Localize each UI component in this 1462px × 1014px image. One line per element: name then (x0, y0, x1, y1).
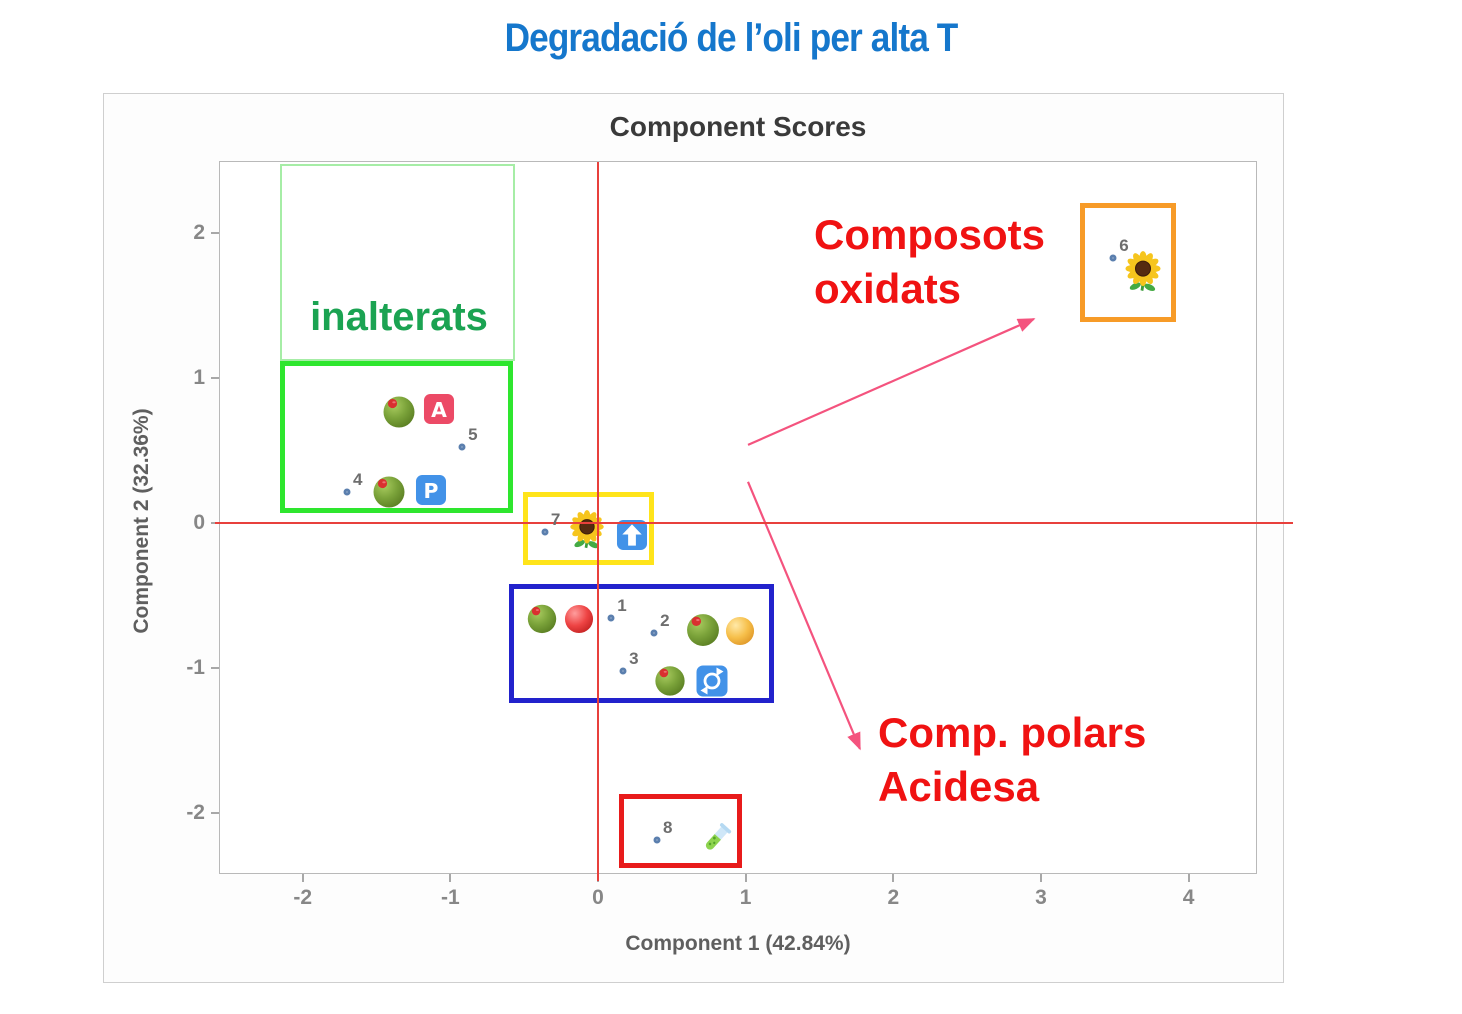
y-axis-tick (211, 811, 219, 814)
data-point-label-6: 6 (1119, 235, 1129, 255)
y-axis-tick (211, 232, 219, 234)
x-axis-tick (1187, 874, 1190, 882)
group-box-inalterats-group (280, 360, 514, 513)
yellow-ball-icon (724, 615, 755, 646)
annotation-comp-polars-acidesa: Comp. polars Acidesa (878, 706, 1146, 814)
x-axis-tick-label: -1 (440, 886, 460, 909)
data-point-3 (619, 667, 627, 675)
y-axis-tick-label: -1 (186, 655, 205, 679)
test-tube-icon (694, 819, 736, 861)
y-axis-tick (211, 666, 219, 669)
data-point-7 (541, 528, 549, 536)
annotation-line: Comp. polars (878, 709, 1147, 756)
data-point-4 (343, 488, 351, 496)
olive-icon (526, 601, 559, 634)
data-point-label-3: 3 (629, 648, 639, 668)
plot-area: inalterats Composots oxidats Comp. polar… (186, 161, 1293, 909)
y-axis-tick-label: 2 (193, 221, 205, 244)
x-axis-tick-label: 2 (887, 886, 900, 909)
chart-panel: Component Scores Component 2 (32.36%) in… (103, 93, 1293, 983)
group-box-inalterats-label-region (280, 164, 515, 361)
badge-p-icon: P (415, 474, 446, 505)
y-axis-tick-label: -2 (186, 800, 205, 824)
x-axis-tick-label: -2 (293, 886, 313, 909)
y-axis-tick-label: 1 (193, 365, 205, 389)
x-axis-tick-label: 0 (592, 886, 604, 909)
x-axis-tick-label: 1 (739, 886, 752, 909)
annotation-line: Composots (814, 211, 1045, 258)
data-point-label-8: 8 (663, 818, 673, 838)
red-ball-icon (563, 603, 594, 634)
x-axis-tick (744, 874, 747, 882)
data-point-8 (653, 836, 661, 844)
data-point-label-5: 5 (468, 425, 478, 445)
badge-a-icon: A (424, 393, 455, 424)
olive-icon (381, 393, 417, 429)
svg-text:A: A (431, 398, 447, 422)
svg-text:P: P (424, 479, 439, 503)
y-axis-tick-label: 0 (193, 510, 205, 534)
group-box-oxidized-group (1079, 203, 1176, 322)
reference-line-x0 (596, 162, 599, 881)
annotation-line: Acidesa (878, 762, 1040, 810)
badge-refresh-icon (696, 665, 728, 697)
group-box-polar-group (508, 583, 774, 703)
chart-title: Component Scores (609, 111, 867, 142)
sunflower-icon (566, 509, 608, 552)
annotation-arrow (747, 317, 1036, 446)
data-point-label-4: 4 (352, 470, 363, 490)
y-axis-label: Component 2 (32.36%) (130, 408, 153, 634)
data-point-label-7: 7 (550, 509, 561, 529)
annotation-line: oxidats (814, 264, 962, 312)
olive-icon (371, 473, 407, 509)
annotation-inalterats: inalterats (310, 295, 488, 339)
sunflower-icon (1121, 251, 1165, 295)
group-box-acidity-group (618, 793, 742, 868)
x-axis-tick (892, 874, 895, 882)
x-axis-tick (449, 874, 452, 882)
badge-up-icon (616, 519, 647, 550)
data-point-6 (1109, 254, 1117, 262)
data-point-1 (607, 614, 615, 622)
data-point-2 (650, 629, 658, 637)
x-axis-tick (1039, 874, 1042, 882)
x-axis-tick-label: 3 (1035, 886, 1047, 909)
x-axis-tick (301, 874, 304, 882)
data-point-label-1: 1 (617, 596, 627, 616)
data-point-5 (458, 443, 466, 451)
y-axis-tick (211, 376, 219, 379)
reference-line-y0 (215, 521, 1293, 524)
olive-icon (653, 663, 687, 697)
slide-title: Degradació de l’oli per alta T (504, 16, 959, 60)
x-axis-tick-label: 4 (1182, 886, 1195, 909)
olive-icon (684, 610, 721, 647)
annotation-arrows-layer (746, 317, 1036, 751)
annotation-composots-oxidats: Composots oxidats (814, 208, 1045, 316)
x-axis-label: Component 1 (42.84%) (625, 932, 851, 955)
data-point-label-2: 2 (660, 610, 670, 630)
group-box-center-group (522, 491, 654, 565)
annotation-arrow (746, 481, 861, 751)
